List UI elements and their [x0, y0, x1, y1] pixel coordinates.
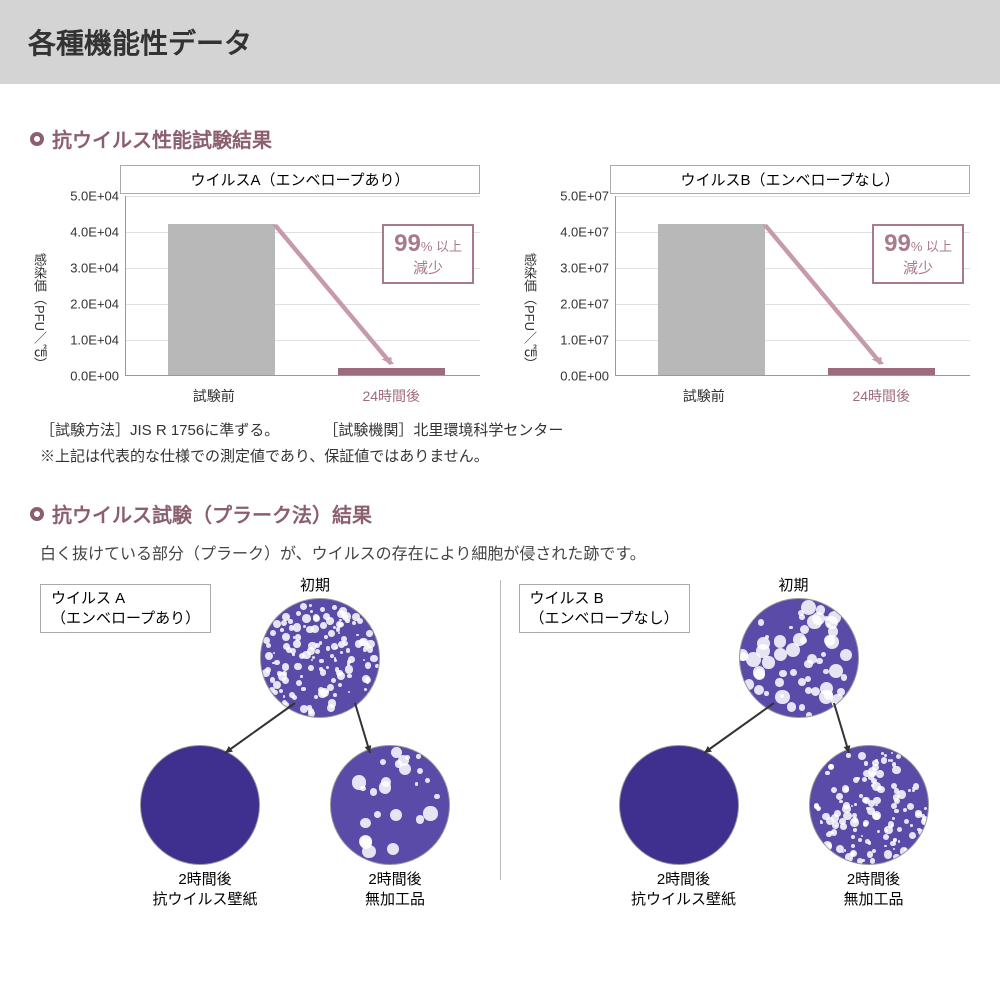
bar: [658, 224, 764, 375]
divider: [500, 580, 501, 880]
section2-title-text: 抗ウイルス試験（プラーク法）結果: [52, 499, 372, 528]
y-tick: 3.0E+04: [70, 261, 119, 276]
chart-header: ウイルスA（エンベロープあり）: [120, 165, 480, 194]
y-axis-label: 感染価（PFU／㎠）: [520, 196, 543, 406]
initial-label: 初期: [300, 576, 330, 596]
arrow-icon: [696, 695, 782, 761]
initial-label: 初期: [779, 576, 809, 596]
x-label: 試験前: [615, 384, 793, 406]
footnote-method: ［試験方法］JIS R 1756に準ずる。: [40, 418, 279, 444]
petri-dish: [140, 745, 260, 865]
plaque-panel: ウイルス A （エンベロープあり）初期2時間後 抗ウイルス壁紙2時間後 無加工品: [30, 580, 492, 880]
x-label: 試験前: [125, 384, 303, 406]
bar: [168, 224, 274, 375]
y-tick: 2.0E+07: [560, 297, 609, 312]
y-tick: 4.0E+04: [70, 225, 119, 240]
section2-description: 白く抜けている部分（プラーク）が、ウイルスの存在により細胞が侵された跡です。: [40, 540, 970, 564]
section1-title-text: 抗ウイルス性能試験結果: [52, 124, 272, 153]
y-tick: 1.0E+04: [70, 333, 119, 348]
left-dish-label: 2時間後 抗ウイルス壁紙: [135, 870, 275, 909]
chart-header: ウイルスB（エンベロープなし）: [610, 165, 970, 194]
section1-title: 抗ウイルス性能試験結果: [30, 124, 970, 153]
bar: [338, 368, 444, 375]
arrow-icon: [217, 695, 303, 761]
charts-row: ウイルスA（エンベロープあり） 感染価（PFU／㎠） 0.0E+00 1.0E+04 2…: [30, 165, 970, 406]
petri-dish: [619, 745, 739, 865]
y-tick: 0.0E+00: [70, 369, 119, 384]
plaque-row: ウイルス A （エンベロープあり）初期2時間後 抗ウイルス壁紙2時間後 無加工品…: [30, 580, 970, 880]
y-tick: 1.0E+07: [560, 333, 609, 348]
right-dish-label: 2時間後 無加工品: [814, 870, 934, 909]
chart: ウイルスB（エンベロープなし） 感染価（PFU／㎠） 0.0E+00 1.0E+07 2…: [520, 165, 970, 406]
y-tick: 5.0E+07: [560, 189, 609, 204]
content: 抗ウイルス性能試験結果 ウイルスA（エンベロープあり） 感染価（PFU／㎠） 0.0…: [0, 84, 1000, 900]
arrow-icon: [826, 695, 857, 761]
panel-box-label: ウイルス A （エンベロープあり）: [40, 584, 211, 633]
bullet-icon: [30, 507, 44, 521]
arrow-icon: [347, 695, 378, 761]
y-tick: 5.0E+04: [70, 189, 119, 204]
left-dish-label: 2時間後 抗ウイルス壁紙: [614, 870, 754, 909]
x-label: 24時間後: [793, 384, 971, 406]
footnote-note: ※上記は代表的な仕様での測定値であり、保証値ではありません。: [40, 444, 489, 470]
y-tick: 4.0E+07: [560, 225, 609, 240]
chart: ウイルスA（エンベロープあり） 感染価（PFU／㎠） 0.0E+00 1.0E+04 2…: [30, 165, 480, 406]
petri-dish: [330, 745, 450, 865]
right-dish-label: 2時間後 無加工品: [335, 870, 455, 909]
y-tick: 0.0E+00: [560, 369, 609, 384]
callout-badge: 99% 以上減少: [382, 224, 474, 284]
plaque-panel: ウイルス B （エンベロープなし）初期2時間後 抗ウイルス壁紙2時間後 無加工品: [509, 580, 971, 880]
panel-box-label: ウイルス B （エンベロープなし）: [519, 584, 690, 633]
footnote-org: ［試験機関］北里環境科学センター: [323, 418, 563, 444]
section2-title: 抗ウイルス試験（プラーク法）結果: [30, 499, 970, 528]
header-bar: 各種機能性データ: [0, 0, 1000, 84]
bar: [828, 368, 934, 375]
y-tick: 3.0E+07: [560, 261, 609, 276]
callout-badge: 99% 以上減少: [872, 224, 964, 284]
x-label: 24時間後: [303, 384, 481, 406]
footnotes: ［試験方法］JIS R 1756に準ずる。 ［試験機関］北里環境科学センター ※…: [40, 418, 970, 469]
y-axis-label: 感染価（PFU／㎠）: [30, 196, 53, 406]
petri-dish: [809, 745, 929, 865]
page-title: 各種機能性データ: [28, 22, 972, 62]
y-tick: 2.0E+04: [70, 297, 119, 312]
bullet-icon: [30, 132, 44, 146]
